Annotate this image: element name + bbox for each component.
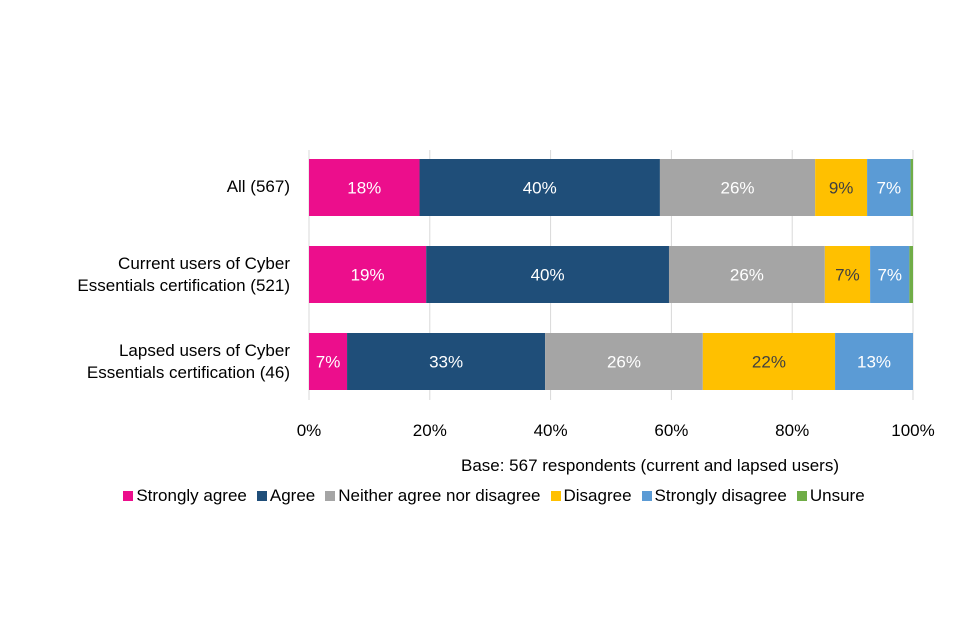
bar-segment xyxy=(659,159,816,216)
legend-swatch xyxy=(550,491,561,501)
data-label: 26% xyxy=(721,179,755,198)
data-label: 9% xyxy=(829,179,854,198)
bar-segment xyxy=(309,246,427,303)
bar-segment xyxy=(824,246,871,303)
data-label: 19% xyxy=(351,266,385,285)
category-label-line: Lapsed users of Cyber xyxy=(118,341,290,360)
bar-segment xyxy=(419,159,660,216)
bar-segment xyxy=(545,333,703,390)
bar-segment xyxy=(909,246,913,303)
legend-swatch xyxy=(123,491,134,501)
category-label-lapsed: Lapsed users of Cyber Essentials certific… xyxy=(0,340,290,384)
data-label: 7% xyxy=(877,266,902,285)
legend-item: Neither agree nor disagree xyxy=(325,486,541,506)
data-label: 7% xyxy=(877,179,902,198)
data-label: 26% xyxy=(730,266,764,285)
legend-item: Disagree xyxy=(550,486,632,506)
legend: Strongly agree Agree Neither agree nor dis… xyxy=(0,486,960,506)
bar-segment xyxy=(347,333,546,390)
x-tick-label: 20% xyxy=(413,421,447,440)
legend-label: Disagree xyxy=(563,486,632,505)
data-label: 40% xyxy=(523,179,557,198)
data-label: 7% xyxy=(835,266,860,285)
bar-segment xyxy=(668,246,825,303)
category-label-line: All (567) xyxy=(226,177,290,196)
legend-item: Strongly disagree xyxy=(641,486,787,506)
legend-label: Unsure xyxy=(809,486,865,505)
base-note: Base: 567 respondents (current and lapse… xyxy=(460,456,839,475)
x-tick-label: 60% xyxy=(654,421,688,440)
category-label-line: Current users of Cyber xyxy=(118,254,290,273)
data-label: 26% xyxy=(607,353,641,372)
x-tick-label: 80% xyxy=(775,421,809,440)
legend-item: Unsure xyxy=(796,486,865,506)
bar-segment xyxy=(815,159,868,216)
data-label: 40% xyxy=(531,266,565,285)
legend-label: Strongly agree xyxy=(136,486,247,505)
bar-segment xyxy=(702,333,836,390)
legend-swatch xyxy=(641,491,652,501)
legend-label: Strongly disagree xyxy=(654,486,787,505)
bar-segment xyxy=(910,159,913,216)
bar-segment xyxy=(309,159,420,216)
legend-swatch xyxy=(256,491,267,501)
bar-segment xyxy=(867,159,911,216)
legend-label: Agree xyxy=(269,486,316,505)
x-tick-label: 100% xyxy=(891,421,934,440)
legend-label: Neither agree nor disagree xyxy=(338,486,541,505)
data-label: 22% xyxy=(752,353,786,372)
x-tick-label: 0% xyxy=(297,421,322,440)
legend-swatch xyxy=(796,491,807,501)
category-label-all: All (567) xyxy=(0,176,290,198)
bar-segment xyxy=(870,246,910,303)
legend-item: Agree xyxy=(256,486,316,506)
legend-item: Strongly agree xyxy=(123,486,247,506)
category-label-line: Essentials certification (521) xyxy=(77,276,290,295)
data-label: 7% xyxy=(316,353,341,372)
x-tick-label: 40% xyxy=(534,421,568,440)
data-label: 33% xyxy=(429,353,463,372)
bar-segment xyxy=(426,246,669,303)
bar-segment xyxy=(309,333,348,390)
data-label: 18% xyxy=(347,179,381,198)
legend-swatch xyxy=(325,491,336,501)
category-label-line: Essentials certification (46) xyxy=(86,363,290,382)
category-label-current: Current users of Cyber Essentials certifi… xyxy=(0,253,290,297)
data-label: 13% xyxy=(857,353,891,372)
bar-segment xyxy=(835,333,913,390)
